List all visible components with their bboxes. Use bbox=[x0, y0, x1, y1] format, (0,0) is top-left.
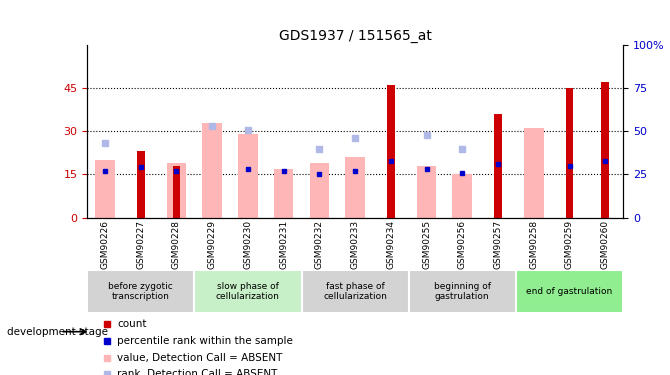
Bar bbox=[137, 152, 145, 217]
Text: rank, Detection Call = ABSENT: rank, Detection Call = ABSENT bbox=[117, 369, 277, 375]
Title: GDS1937 / 151565_at: GDS1937 / 151565_at bbox=[279, 28, 431, 43]
Text: GSM90255: GSM90255 bbox=[422, 220, 431, 269]
Bar bbox=[87, 270, 194, 313]
Text: slow phase of
cellularization: slow phase of cellularization bbox=[216, 282, 280, 301]
Text: value, Detection Call = ABSENT: value, Detection Call = ABSENT bbox=[117, 352, 283, 363]
Bar bbox=[345, 157, 365, 218]
Bar bbox=[194, 270, 302, 313]
Text: before zygotic
transcription: before zygotic transcription bbox=[109, 282, 173, 301]
Bar bbox=[310, 163, 329, 218]
Bar bbox=[238, 134, 258, 218]
Bar bbox=[524, 128, 543, 217]
Bar bbox=[202, 123, 222, 218]
Text: GSM90234: GSM90234 bbox=[387, 220, 395, 269]
Text: end of gastrulation: end of gastrulation bbox=[527, 287, 612, 296]
Bar bbox=[516, 270, 623, 313]
Text: count: count bbox=[117, 319, 147, 329]
Text: GSM90258: GSM90258 bbox=[529, 220, 538, 269]
Text: development stage: development stage bbox=[7, 327, 108, 337]
Bar bbox=[302, 270, 409, 313]
Text: GSM90228: GSM90228 bbox=[172, 220, 181, 269]
Text: GSM90230: GSM90230 bbox=[243, 220, 253, 269]
Bar bbox=[494, 114, 502, 218]
Text: GSM90233: GSM90233 bbox=[350, 220, 360, 269]
Bar bbox=[387, 85, 395, 218]
Bar bbox=[417, 166, 436, 218]
Bar bbox=[274, 169, 293, 217]
Bar bbox=[172, 166, 180, 218]
Text: GSM90226: GSM90226 bbox=[100, 220, 109, 269]
Text: GSM90231: GSM90231 bbox=[279, 220, 288, 269]
Bar bbox=[409, 270, 516, 313]
Text: GSM90227: GSM90227 bbox=[136, 220, 145, 269]
Text: GSM90257: GSM90257 bbox=[494, 220, 502, 269]
Text: GSM90229: GSM90229 bbox=[208, 220, 216, 269]
Bar bbox=[95, 160, 115, 218]
Text: beginning of
gastrulation: beginning of gastrulation bbox=[433, 282, 491, 301]
Bar bbox=[565, 88, 574, 218]
Text: GSM90260: GSM90260 bbox=[601, 220, 610, 269]
Text: GSM90232: GSM90232 bbox=[315, 220, 324, 269]
Bar bbox=[452, 174, 472, 217]
Text: percentile rank within the sample: percentile rank within the sample bbox=[117, 336, 293, 346]
Text: fast phase of
cellularization: fast phase of cellularization bbox=[323, 282, 387, 301]
Bar bbox=[167, 163, 186, 218]
Bar bbox=[601, 82, 609, 218]
Text: GSM90256: GSM90256 bbox=[458, 220, 467, 269]
Text: GSM90259: GSM90259 bbox=[565, 220, 574, 269]
